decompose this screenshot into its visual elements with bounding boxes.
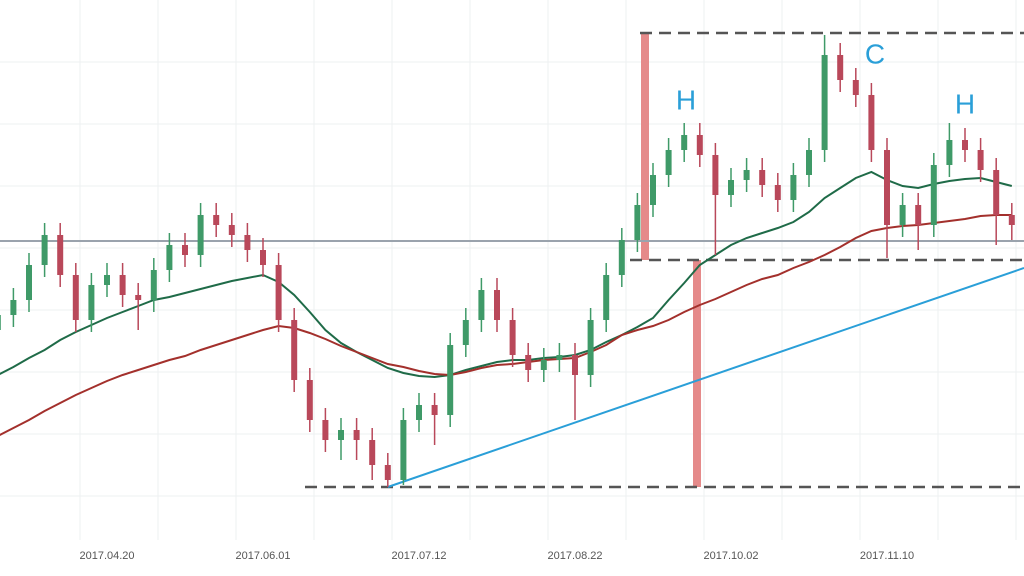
candle-body — [494, 290, 500, 320]
annotation: C — [865, 38, 885, 69]
annotation: H — [955, 88, 975, 119]
candle-body — [306, 380, 313, 420]
candle-body — [618, 240, 625, 275]
candle-body — [0, 315, 1, 330]
candle-body — [10, 300, 17, 315]
candle-body — [338, 430, 344, 440]
candle-body — [774, 185, 781, 200]
range-bar — [641, 33, 649, 260]
moving-average — [0, 170, 1013, 379]
candle-body — [416, 405, 422, 420]
candle-body — [57, 235, 64, 275]
candle-body — [743, 170, 750, 180]
candle-body — [540, 360, 547, 370]
x-tick-label: 2017.10.02 — [703, 550, 758, 562]
x-tick-label: 2017.11.10 — [860, 550, 914, 562]
candle-body — [41, 235, 48, 265]
candle-body — [525, 355, 532, 370]
candle-body — [400, 420, 407, 480]
candle-body — [104, 275, 110, 285]
annotation: H — [676, 84, 696, 115]
candle-body — [852, 80, 859, 95]
candle-body — [275, 265, 282, 320]
candle-body — [587, 320, 594, 375]
candle-body — [728, 180, 734, 195]
candle-body — [72, 275, 79, 320]
candle-body — [119, 275, 126, 295]
candle-body — [478, 290, 485, 320]
candle-body — [353, 430, 360, 440]
candle-body — [462, 320, 469, 345]
candle-body — [572, 355, 578, 375]
candle-body — [556, 355, 563, 360]
candle-body — [930, 165, 937, 225]
candle-body — [213, 215, 220, 225]
candle-body — [197, 215, 204, 255]
candle-body — [447, 345, 454, 415]
candle-body — [899, 205, 906, 225]
candle-body — [291, 320, 298, 380]
candle-body — [244, 235, 251, 250]
candle-body — [431, 405, 438, 415]
candle-body — [993, 170, 1000, 215]
candle-body — [962, 140, 968, 150]
candle-body — [946, 140, 953, 165]
candle-body — [1008, 215, 1015, 225]
candle-body — [509, 320, 516, 355]
candle-body — [977, 150, 984, 170]
candle-body — [915, 205, 922, 225]
candle-body — [228, 225, 235, 235]
x-tick-label: 2017.06.01 — [235, 550, 290, 562]
candle-body — [26, 265, 32, 300]
candle-body — [759, 170, 766, 185]
candle-body — [634, 205, 641, 240]
trendline — [387, 267, 1024, 488]
candle-body — [790, 175, 797, 200]
candle-body — [384, 465, 391, 480]
candle-body — [837, 55, 844, 80]
candle-body — [884, 150, 890, 225]
candle-body — [681, 135, 688, 150]
x-tick-label: 2017.04.20 — [79, 550, 134, 562]
candle-body — [369, 440, 376, 465]
range-bar — [693, 260, 701, 487]
candle-body — [260, 250, 266, 265]
candle-body — [166, 245, 173, 270]
candle-body — [712, 155, 719, 195]
candle-body — [806, 150, 812, 175]
candle-body — [135, 295, 142, 300]
candle-body — [665, 150, 672, 175]
x-tick-label: 2017.08.22 — [547, 550, 602, 562]
candle-body — [322, 420, 329, 440]
candle-body — [150, 270, 157, 300]
moving-average — [0, 214, 1012, 436]
candle-body — [821, 55, 828, 150]
candle-body — [88, 285, 95, 320]
candle-body — [603, 275, 610, 320]
candle-body — [650, 175, 656, 205]
candle-body — [868, 95, 875, 150]
x-tick-label: 2017.07.12 — [391, 550, 446, 562]
candle-body — [696, 135, 703, 155]
candle-body — [182, 245, 188, 255]
